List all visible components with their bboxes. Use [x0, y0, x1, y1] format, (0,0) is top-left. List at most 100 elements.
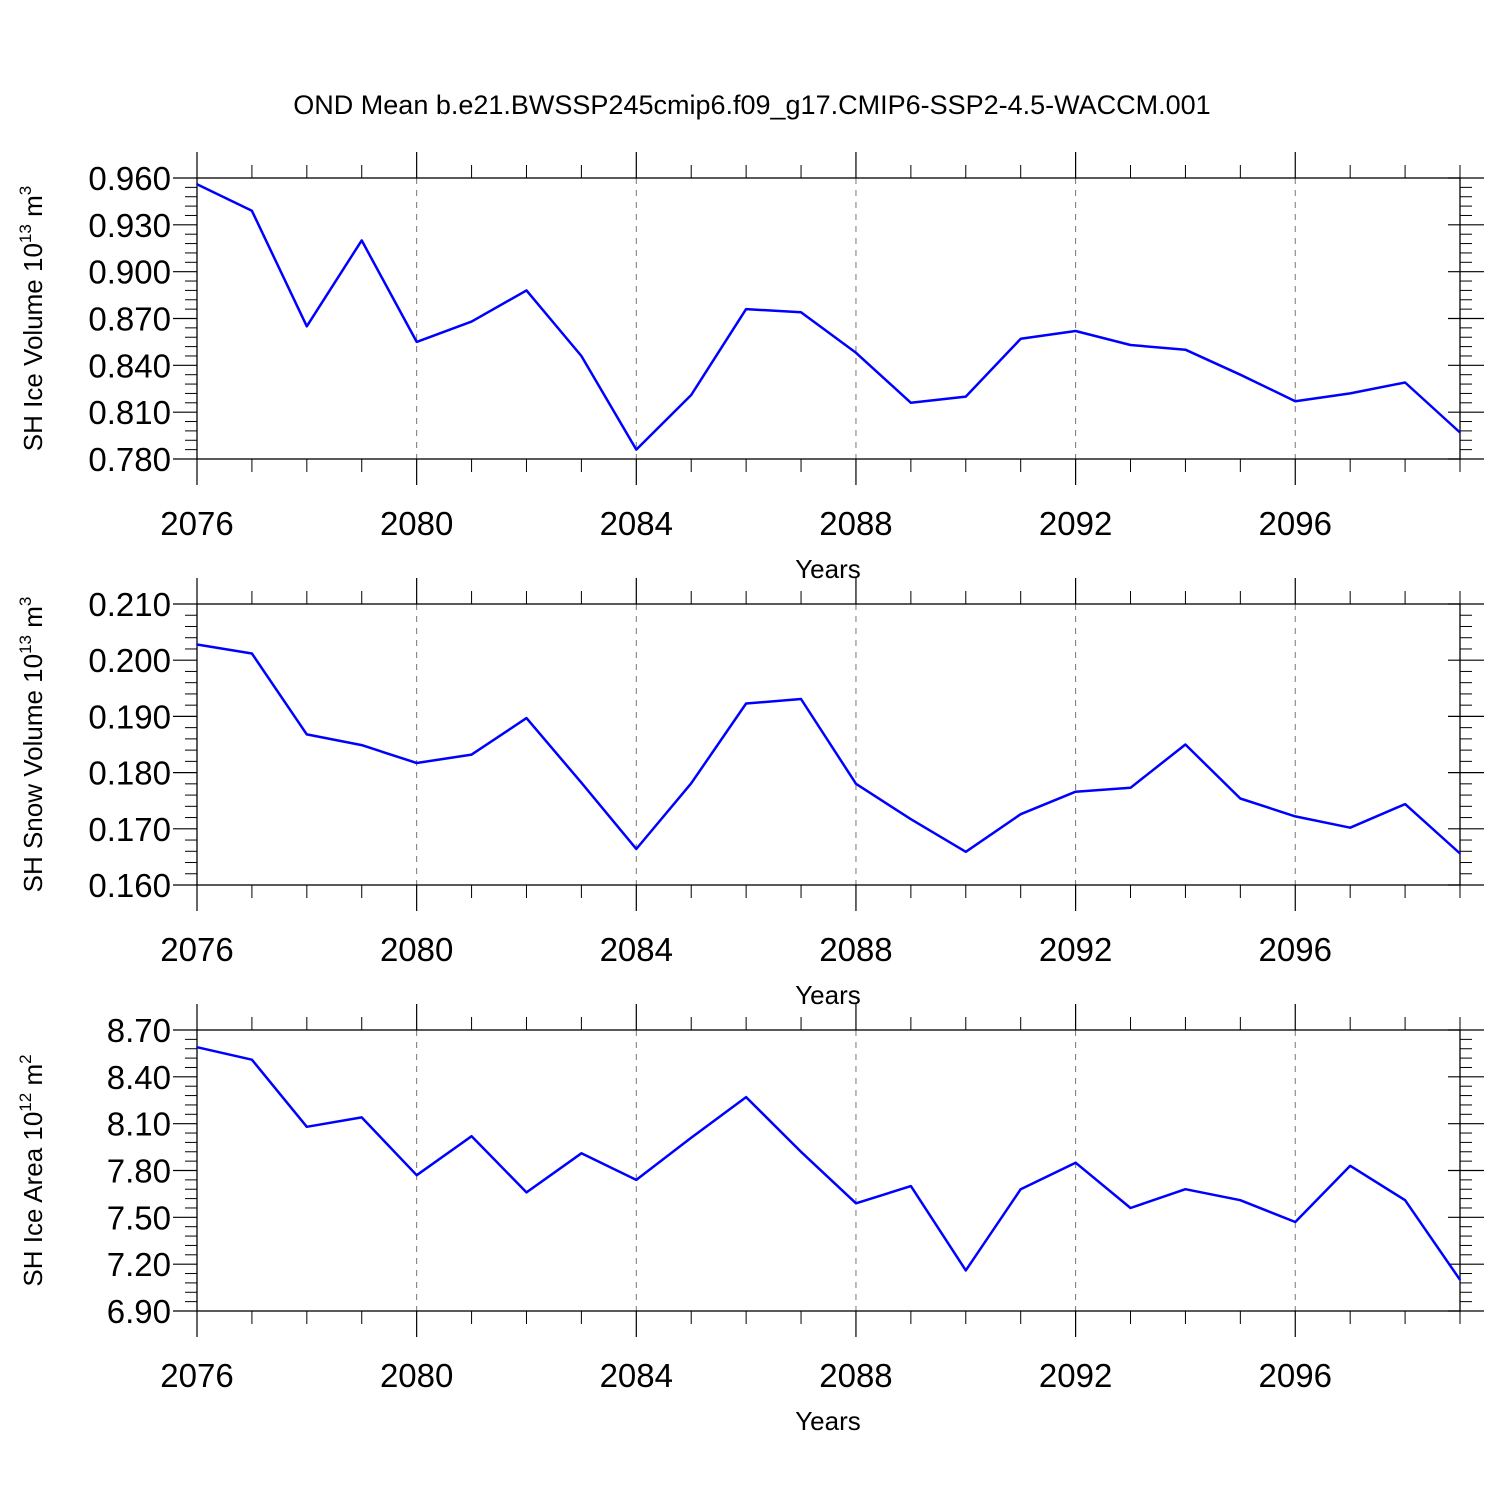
data-point	[306, 1125, 308, 1128]
data-point	[1074, 790, 1077, 793]
y-axis-label-text: SH Ice Volume 10	[18, 243, 48, 451]
data-point	[1294, 1221, 1297, 1223]
data-point	[196, 1046, 198, 1048]
data-point	[745, 702, 747, 705]
data-point	[1184, 348, 1187, 351]
x-tick-label: 2080	[380, 1357, 453, 1394]
data-point	[964, 851, 967, 853]
plot-frame	[196, 177, 1461, 460]
data-point	[855, 352, 857, 354]
data-point	[196, 643, 198, 646]
y-tick-label: 0.160	[88, 867, 171, 904]
data-point	[1404, 1199, 1406, 1201]
data-point	[525, 717, 528, 719]
series-line	[196, 183, 1461, 451]
y-tick-label: 7.80	[107, 1153, 171, 1190]
x-axis-label: Years	[795, 554, 861, 584]
y-tick-label: 0.930	[88, 207, 171, 244]
x-axis-label: Years	[795, 1406, 861, 1436]
x-tick-label: 2076	[160, 931, 233, 968]
data-point	[800, 1150, 802, 1153]
chart-panel-1: 0.780 0.810 0.840 0.870 0.900 0.930 0.960 2076 2…	[16, 152, 1484, 584]
x-tick-label: 2076	[160, 505, 233, 542]
data-point	[360, 744, 363, 746]
y-axis-label-unit-exponent: 3	[16, 186, 35, 195]
data-point	[690, 782, 693, 785]
data-point	[580, 355, 583, 357]
data-point	[1349, 392, 1351, 395]
data-point	[580, 781, 583, 784]
x-tick-label: 2088	[819, 1357, 892, 1394]
data-point	[251, 209, 253, 212]
data-point	[1349, 1165, 1351, 1167]
y-axis-label-unit: m	[18, 195, 48, 224]
data-point	[525, 289, 528, 292]
series-line	[196, 1045, 1462, 1281]
data-point	[1019, 813, 1022, 815]
data-point	[690, 394, 693, 396]
x-tick-label: 2092	[1039, 505, 1112, 542]
y-tick-label: 8.10	[107, 1106, 171, 1143]
data-point	[635, 848, 638, 850]
plot-frame	[196, 603, 1461, 886]
data-point	[1239, 1199, 1242, 1201]
data-point	[1184, 743, 1187, 746]
data-point	[470, 320, 473, 323]
y-tick-label: 0.210	[88, 586, 171, 623]
data-point	[964, 395, 967, 398]
x-tick-label: 2076	[160, 1357, 233, 1394]
data-point	[855, 783, 857, 785]
y-tick-label: 6.90	[107, 1293, 171, 1330]
y-axis-label-unit: m	[18, 1064, 48, 1093]
data-point	[470, 1135, 473, 1137]
data-point	[855, 1202, 857, 1205]
data-point	[360, 239, 363, 242]
data-point	[360, 1116, 363, 1119]
data-point	[306, 733, 308, 736]
data-point	[415, 762, 418, 764]
y-axis-label-exponent: 12	[16, 1093, 35, 1112]
data-point	[1019, 1188, 1022, 1191]
x-tick-label: 2088	[819, 505, 892, 542]
series-line	[196, 643, 1461, 855]
data-point	[1074, 330, 1077, 332]
chart-panel-2: 0.160 0.170 0.180 0.190 0.200 0.210 2076 2080 20…	[16, 578, 1484, 1010]
chart-panel-3: 6.90 7.20 7.50 7.80 8.10 8.40 8.70 2076 2080 2084…	[16, 1004, 1484, 1436]
data-point	[1294, 400, 1297, 403]
data-point	[1294, 815, 1297, 818]
x-tick-label: 2096	[1259, 1357, 1332, 1394]
y-tick-label: 0.170	[88, 811, 171, 848]
data-point	[1404, 803, 1406, 805]
y-tick-label: 0.190	[88, 698, 171, 735]
x-tick-label: 2096	[1259, 505, 1332, 542]
data-point	[690, 1136, 693, 1139]
chart-title: OND Mean b.e21.BWSSP245cmip6.f09_g17.CMI…	[293, 90, 1210, 120]
y-tick-label: 0.900	[88, 254, 171, 291]
x-tick-label: 2084	[600, 505, 673, 542]
data-point	[910, 1185, 912, 1187]
y-tick-label: 0.200	[88, 642, 171, 679]
data-point	[1459, 1278, 1461, 1281]
x-tick-label: 2080	[380, 931, 453, 968]
x-tick-label: 2080	[380, 505, 453, 542]
y-tick-label: 7.20	[107, 1246, 171, 1283]
y-axis-label-unit-exponent: 3	[16, 597, 35, 606]
data-point	[196, 183, 198, 186]
y-tick-label: 0.840	[88, 347, 171, 384]
data-point	[910, 818, 912, 821]
data-point	[1349, 826, 1351, 829]
y-axis-label-unit: m	[18, 606, 48, 635]
y-tick-label: 0.810	[88, 394, 171, 431]
x-tick-label: 2092	[1039, 1357, 1112, 1394]
data-point	[1184, 1188, 1187, 1191]
data-point	[1019, 337, 1022, 340]
y-axis-label-unit-exponent: 2	[16, 1054, 35, 1063]
data-point	[1459, 431, 1461, 434]
data-point	[964, 1269, 967, 1272]
data-point	[415, 341, 418, 343]
y-tick-label: 0.960	[88, 160, 171, 197]
data-point	[1129, 786, 1132, 789]
y-tick-label: 7.50	[107, 1199, 171, 1236]
data-point	[635, 448, 638, 451]
